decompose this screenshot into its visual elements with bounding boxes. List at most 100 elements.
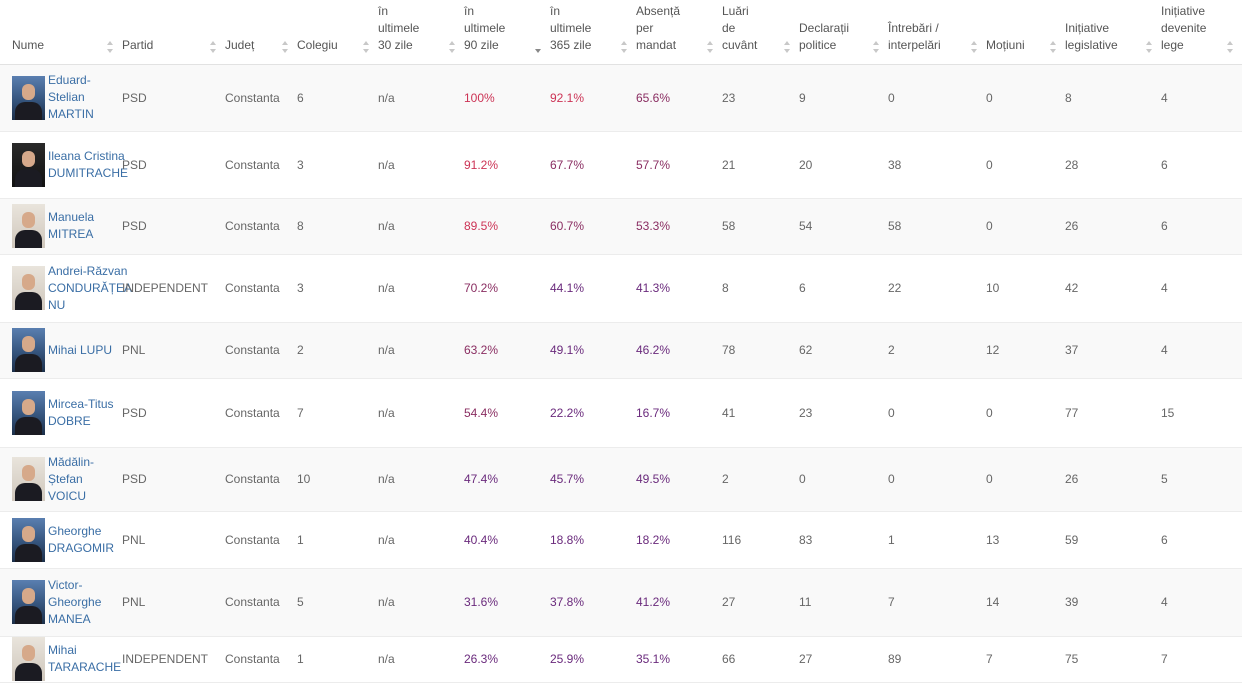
column-header-label: în ultimele 365 zile <box>550 3 636 54</box>
column-header-county[interactable]: Județ <box>225 0 297 65</box>
cell-abs90: 47.4% <box>464 472 499 486</box>
cell-laws: 4 <box>1161 595 1168 609</box>
column-header-initiatives[interactable]: Inițiative legislative <box>1065 0 1161 65</box>
cell-motions: 0 <box>986 405 993 420</box>
cell-party: PNL <box>122 343 146 357</box>
sort-icon[interactable] <box>971 40 977 53</box>
cell-motions: 12 <box>986 343 1000 357</box>
sort-icon[interactable] <box>107 40 113 53</box>
deputy-name-link[interactable]: Mădălin-Ștefan VOICU <box>48 454 95 503</box>
header-line: interpelări <box>888 37 941 52</box>
avatar-body <box>15 168 42 187</box>
deputy-name-wrapper: Mihai TARARACHE <box>0 637 122 681</box>
avatar[interactable] <box>12 390 45 435</box>
deputy-name-link[interactable]: Mircea-Titus DOBRE <box>48 396 114 428</box>
cell-declarations: 11 <box>799 595 812 609</box>
column-header-abs90[interactable]: în ultimele 90 zile <box>464 0 550 65</box>
column-header-absMandate[interactable]: Absență per mandat <box>636 0 722 65</box>
sort-icon[interactable] <box>449 40 455 53</box>
avatar[interactable] <box>12 204 45 248</box>
cell-county: Constanta <box>225 472 280 486</box>
cell-college: 7 <box>297 405 304 420</box>
avatar-face <box>22 336 35 352</box>
cell-college: 1 <box>297 652 304 666</box>
avatar-face <box>22 465 35 481</box>
avatar[interactable] <box>12 75 45 120</box>
avatar[interactable] <box>12 637 45 681</box>
cell-party: PNL <box>122 532 146 547</box>
column-header-label: Partid <box>122 37 225 54</box>
avatar-face <box>22 645 35 661</box>
sort-icon[interactable] <box>621 40 627 53</box>
cell-party: PSD <box>122 90 147 105</box>
avatar-face <box>22 212 35 228</box>
deputy-name-wrapper: Ileana Cristina DUMITRACHE <box>0 142 128 187</box>
column-header-party[interactable]: Partid <box>122 0 225 65</box>
cell-abs90: 31.6% <box>464 595 499 609</box>
avatar[interactable] <box>12 266 45 310</box>
header-line: devenite <box>1161 20 1207 35</box>
column-header-motions[interactable]: Moțiuni <box>986 0 1065 65</box>
sort-icon[interactable] <box>210 40 216 53</box>
deputy-name-link[interactable]: Mihai TARARACHE <box>48 643 122 674</box>
column-header-laws[interactable]: Inițiative devenite lege <box>1161 0 1242 65</box>
header-line: ultimele <box>550 20 592 35</box>
column-header-abs365[interactable]: în ultimele 365 zile <box>550 0 636 65</box>
cell-motions: 7 <box>986 652 993 666</box>
cell-name: Eduard-Stelian MARTIN <box>0 64 122 131</box>
avatar[interactable] <box>12 457 45 501</box>
sort-icon[interactable] <box>1146 40 1152 53</box>
avatar[interactable] <box>12 328 45 372</box>
cell-declarations: 54 <box>799 219 813 233</box>
deputy-name-link[interactable]: Manuela MITREA <box>48 210 95 241</box>
cell-party: INDEPENDENT <box>122 652 209 666</box>
header-line: Moțiuni <box>986 37 1025 52</box>
avatar[interactable] <box>12 142 45 187</box>
sort-icon[interactable] <box>707 40 713 53</box>
avatar-face <box>22 398 35 415</box>
sort-icon[interactable] <box>363 40 369 53</box>
cell-abs30: n/a <box>378 343 395 357</box>
deputy-name-link[interactable]: Ileana Cristina DUMITRACHE <box>48 148 128 180</box>
header-line: Absență <box>636 3 681 18</box>
column-header-questions[interactable]: Întrebări / interpelări <box>888 0 986 65</box>
column-header-declarations[interactable]: Declarații politice <box>799 0 888 65</box>
sort-desc-icon[interactable] <box>535 41 541 53</box>
cell-initiatives: 28 <box>1065 157 1079 172</box>
avatar[interactable] <box>12 580 45 624</box>
deputy-name-link[interactable]: Eduard-Stelian MARTIN <box>48 73 94 121</box>
column-header-college[interactable]: Colegiu <box>297 0 378 65</box>
avatar[interactable] <box>12 517 45 562</box>
sort-icon[interactable] <box>784 40 790 53</box>
deputy-name-link[interactable]: Victor-Gheorghe MANEA <box>48 577 102 626</box>
header-line: Inițiative <box>1065 20 1110 35</box>
cell-county: Constanta <box>225 343 280 357</box>
sort-icon[interactable] <box>1227 40 1233 53</box>
sort-icon[interactable] <box>1050 40 1056 53</box>
cell-motions: 0 <box>986 90 993 105</box>
cell-declarations: 6 <box>799 281 806 295</box>
cell-initiatives: 26 <box>1065 472 1079 486</box>
header-line: Luări <box>722 3 749 18</box>
header-line: 365 zile <box>550 37 592 52</box>
column-header-name[interactable]: Nume <box>0 0 122 65</box>
deputy-name-link[interactable]: Andrei-Răzvan CONDURĂȚEANU <box>48 263 133 312</box>
cell-speeches: 2 <box>722 472 729 486</box>
table-row: Manuela MITREA PSD Constanta 8 n/a 89.5% 60.7%… <box>0 198 1242 254</box>
sort-icon[interactable] <box>282 40 288 53</box>
deputy-name-link[interactable]: Mihai LUPU <box>48 342 113 357</box>
column-header-label: Inițiative legislative <box>1065 20 1161 54</box>
cell-abs30: n/a <box>378 90 395 105</box>
cell-party: PNL <box>122 595 146 609</box>
deputy-name-link[interactable]: Gheorghe DRAGOMIR <box>48 523 114 555</box>
avatar-face <box>22 274 35 290</box>
avatar-face <box>22 588 35 604</box>
sort-icon[interactable] <box>873 40 879 53</box>
cell-questions: 7 <box>888 595 895 609</box>
column-header-speeches[interactable]: Luări de cuvânt <box>722 0 799 65</box>
column-header-abs30[interactable]: în ultimele 30 zile <box>378 0 464 65</box>
cell-speeches: 78 <box>722 343 736 357</box>
header-line: legislative <box>1065 37 1118 52</box>
cell-abs30: n/a <box>378 405 395 420</box>
